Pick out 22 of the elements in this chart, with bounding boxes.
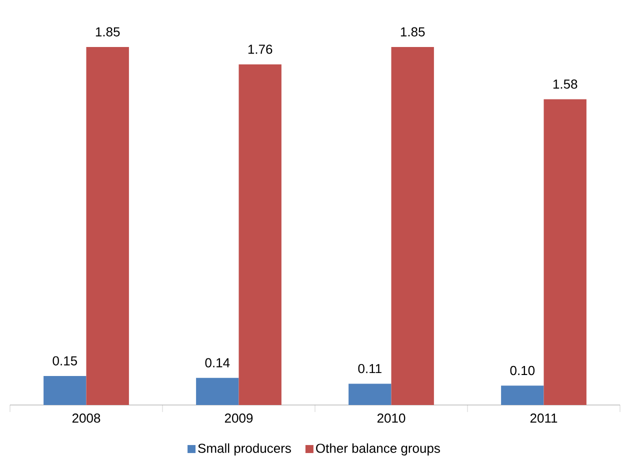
data-label: 0.14 <box>205 358 230 368</box>
data-label: 1.76 <box>248 44 272 54</box>
bar <box>501 386 544 405</box>
data-label: 1.58 <box>553 80 578 89</box>
bar <box>86 46 129 405</box>
data-label: 1.85 <box>96 27 120 36</box>
x-tick-label: 2011 <box>530 414 558 423</box>
x-tick-label: 2008 <box>72 414 100 423</box>
legend-label: Small producers <box>198 443 291 456</box>
bar <box>391 46 434 405</box>
bar <box>348 384 392 405</box>
data-label: 1.85 <box>400 27 425 36</box>
legend-label: Other balance groups <box>316 443 440 456</box>
x-tick-label: 2010 <box>377 414 406 423</box>
bar <box>238 64 282 405</box>
x-tick-label: 2009 <box>224 414 253 423</box>
bar <box>544 99 586 405</box>
data-label: 0.11 <box>358 364 382 374</box>
bar <box>44 376 86 405</box>
data-label: 0.15 <box>52 356 77 366</box>
bar <box>196 378 239 405</box>
data-label: 0.10 <box>510 366 535 376</box>
